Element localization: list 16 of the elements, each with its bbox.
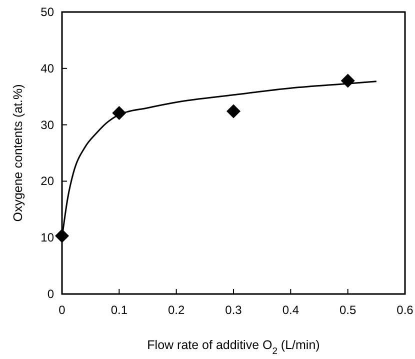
y-tick-label: 30	[40, 118, 54, 132]
y-tick-label: 50	[40, 5, 54, 19]
point	[226, 104, 240, 118]
x-tick-label: 0.2	[168, 303, 185, 317]
x-tick-label: 0.3	[225, 303, 242, 317]
x-tick-label: 0.6	[396, 303, 414, 317]
y-tick-label: 40	[40, 61, 54, 76]
x-axis-title: Flow rate of additive O$_{2}$ (L/min)	[147, 338, 320, 356]
y-axis-title: Oxygene contents (at.%)	[11, 84, 25, 222]
y-tick-label: 10	[40, 230, 54, 245]
y-tick-label: 20	[40, 174, 54, 188]
y-tick-label: 0	[47, 287, 54, 301]
x-tick-label: 0.4	[282, 303, 300, 317]
x-tick-label: 0	[58, 303, 66, 317]
x-tick-label: 0.1	[110, 303, 128, 317]
x-tick-label: 0.5	[339, 303, 356, 317]
